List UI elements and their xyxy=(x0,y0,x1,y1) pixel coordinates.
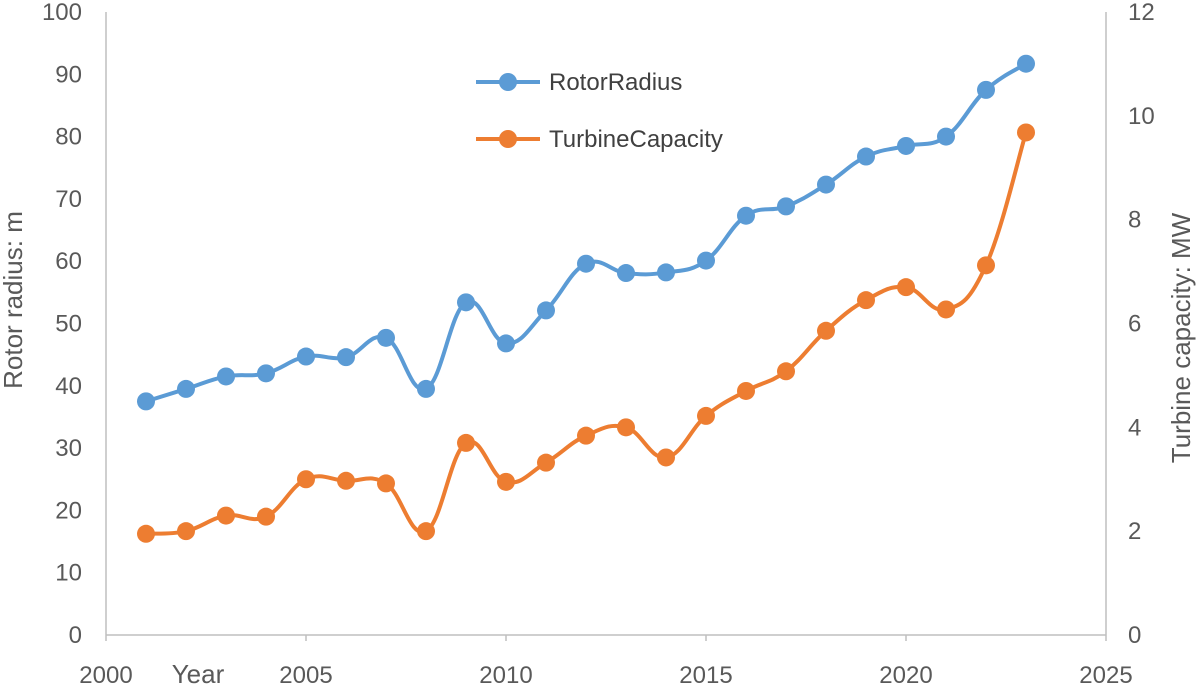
data-point-rotor-radius xyxy=(737,206,755,225)
data-point-turbine-capacity xyxy=(977,256,995,275)
data-point-rotor-radius xyxy=(777,197,795,216)
data-point-turbine-capacity xyxy=(337,471,355,490)
data-point-rotor-radius xyxy=(657,263,675,282)
axes xyxy=(105,12,1107,636)
legend-item-rotor-radius: RotorRadius xyxy=(476,69,682,96)
y2-tick-label: 10 xyxy=(1128,103,1155,130)
y-tick-label: 10 xyxy=(55,560,82,587)
data-point-turbine-capacity xyxy=(457,433,475,452)
data-point-turbine-capacity xyxy=(137,524,155,543)
data-point-rotor-radius xyxy=(417,379,435,398)
y2-tick-label: 8 xyxy=(1128,207,1141,234)
data-point-rotor-radius xyxy=(497,334,515,353)
x-tick-label: 2020 xyxy=(879,662,932,685)
data-point-turbine-capacity xyxy=(177,522,195,541)
legend-label-turbine-capacity: TurbineCapacity xyxy=(549,126,723,153)
y-axis-ticks: 0 10 20 30 40 50 60 70 80 90 100 xyxy=(42,0,82,649)
data-point-turbine-capacity xyxy=(417,522,435,541)
y2-tick-label: 6 xyxy=(1128,311,1141,338)
data-point-turbine-capacity xyxy=(897,278,915,297)
y-tick-label: 100 xyxy=(42,0,82,26)
data-point-rotor-radius xyxy=(897,136,915,155)
y2-tick-label: 0 xyxy=(1128,622,1141,649)
data-point-rotor-radius xyxy=(817,175,835,194)
data-point-turbine-capacity xyxy=(537,453,555,472)
x-axis-ticks: 2000 2005 2010 2015 2020 2025 xyxy=(79,635,1133,685)
data-point-rotor-radius xyxy=(577,254,595,273)
data-point-rotor-radius xyxy=(137,392,155,411)
data-point-turbine-capacity xyxy=(497,472,515,491)
data-point-rotor-radius xyxy=(297,347,315,366)
data-point-turbine-capacity xyxy=(1017,123,1035,142)
data-point-rotor-radius xyxy=(257,364,275,383)
legend-label-rotor-radius: RotorRadius xyxy=(549,69,682,96)
data-point-rotor-radius xyxy=(537,301,555,320)
y2-tick-label: 2 xyxy=(1128,518,1141,545)
legend: RotorRadius TurbineCapacity xyxy=(476,69,723,153)
data-point-rotor-radius xyxy=(337,348,355,367)
y-tick-label: 70 xyxy=(55,186,82,213)
x-tick-label: 2010 xyxy=(479,662,532,685)
data-point-turbine-capacity xyxy=(377,474,395,493)
data-point-rotor-radius xyxy=(977,80,995,99)
x-axis-title: Year xyxy=(172,659,225,685)
series-turbine-capacity xyxy=(137,123,1035,543)
data-point-rotor-radius xyxy=(217,367,235,386)
data-point-turbine-capacity xyxy=(857,291,875,310)
data-point-turbine-capacity xyxy=(217,506,235,525)
data-point-rotor-radius xyxy=(457,293,475,312)
legend-item-turbine-capacity: TurbineCapacity xyxy=(476,126,723,153)
data-point-turbine-capacity xyxy=(697,406,715,425)
legend-marker-rotor-radius xyxy=(499,73,517,91)
data-point-turbine-capacity xyxy=(737,381,755,400)
x-tick-label: 2015 xyxy=(679,662,732,685)
y-tick-label: 90 xyxy=(55,61,82,88)
y-axis-title: Rotor radius: m xyxy=(0,211,28,389)
y-tick-label: 40 xyxy=(55,373,82,400)
data-point-turbine-capacity xyxy=(577,426,595,445)
legend-marker-turbine-capacity xyxy=(499,130,517,148)
data-point-turbine-capacity xyxy=(257,507,275,526)
y-tick-label: 30 xyxy=(55,435,82,462)
y-tick-label: 60 xyxy=(55,248,82,275)
data-point-turbine-capacity xyxy=(617,418,635,437)
data-point-rotor-radius xyxy=(1017,54,1035,73)
y2-tick-label: 4 xyxy=(1128,414,1141,441)
data-point-turbine-capacity xyxy=(657,448,675,467)
x-tick-label: 2025 xyxy=(1079,662,1132,685)
data-point-rotor-radius xyxy=(617,264,635,283)
y2-tick-label: 12 xyxy=(1128,0,1155,26)
data-point-rotor-radius xyxy=(857,147,875,166)
y-tick-label: 0 xyxy=(69,622,82,649)
y2-axis-ticks: 0 2 4 6 8 10 12 xyxy=(1128,0,1155,649)
series-line-turbine-capacity xyxy=(145,131,1028,536)
data-point-rotor-radius xyxy=(177,379,195,398)
data-point-turbine-capacity xyxy=(297,470,315,489)
series-layer xyxy=(137,54,1035,543)
series-rotor-radius xyxy=(137,54,1035,411)
y-tick-label: 80 xyxy=(55,124,82,151)
data-point-turbine-capacity xyxy=(777,362,795,381)
data-point-rotor-radius xyxy=(937,127,955,146)
y2-axis-title: Turbine capacity: MW xyxy=(1166,212,1196,463)
y-tick-label: 20 xyxy=(55,497,82,524)
x-tick-label: 2000 xyxy=(79,662,132,685)
y-tick-label: 50 xyxy=(55,311,82,338)
data-point-rotor-radius xyxy=(377,328,395,347)
data-point-turbine-capacity xyxy=(937,300,955,319)
data-point-rotor-radius xyxy=(697,251,715,270)
x-tick-label: 2005 xyxy=(279,662,332,685)
series-line-rotor-radius xyxy=(145,62,1028,404)
data-point-turbine-capacity xyxy=(817,321,835,340)
